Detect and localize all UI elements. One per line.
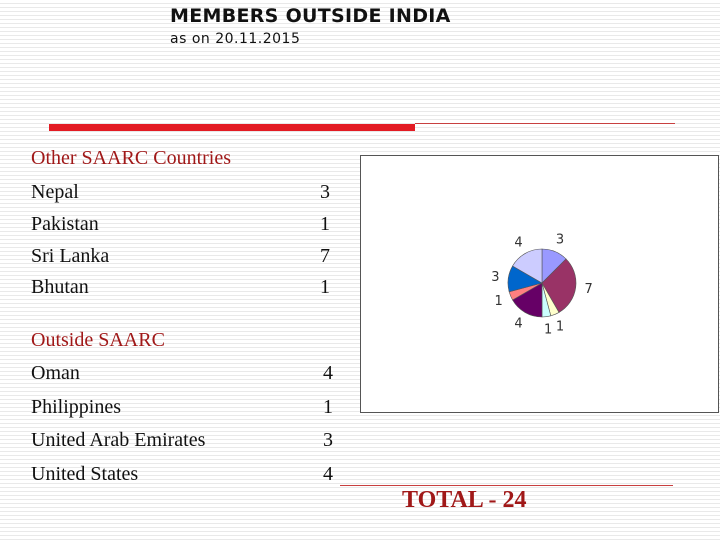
pie-slice-label: 4 — [514, 317, 522, 332]
table-row: Oman 4 — [31, 362, 351, 388]
member-count: 1 — [320, 213, 330, 235]
pie-slice-label: 7 — [584, 282, 592, 297]
pie-slice-label: 1 — [544, 323, 552, 338]
country-name: United Arab Emirates — [31, 429, 206, 451]
country-name: Nepal — [31, 181, 79, 203]
country-name: Bhutan — [31, 276, 89, 298]
member-count: 3 — [323, 429, 333, 451]
country-name: Sri Lanka — [31, 245, 110, 267]
outside-saarc-heading: Outside SAARC — [31, 329, 165, 351]
country-name: United States — [31, 463, 139, 485]
page-subtitle: as on 20.11.2015 — [170, 31, 301, 47]
member-count: 3 — [320, 181, 330, 203]
member-count: 1 — [323, 396, 333, 418]
pie-slice-label: 1 — [494, 294, 502, 309]
pie-slice — [541, 258, 577, 313]
country-name: Philippines — [31, 396, 122, 418]
bottom-divider-line — [340, 485, 673, 486]
table-row: Sri Lanka 7 — [31, 245, 351, 271]
table-row: United Arab Emirates 3 — [31, 429, 351, 455]
accent-bar — [49, 124, 415, 131]
table-row: Bhutan 1 — [31, 276, 351, 302]
country-name: Pakistan — [31, 213, 99, 235]
pie-slice-label: 1 — [556, 319, 564, 334]
member-count: 4 — [323, 463, 333, 485]
member-count: 4 — [323, 362, 333, 384]
member-count: 7 — [320, 245, 330, 267]
pie-slice — [512, 248, 543, 284]
pie-slice-label: 4 — [514, 235, 522, 250]
page-title: MEMBERS OUTSIDE INDIA — [170, 5, 451, 27]
pie-slice-label: 3 — [556, 233, 564, 248]
pie-slice-label: 3 — [491, 270, 499, 285]
table-row: United States 4 — [31, 463, 351, 489]
table-row: Pakistan 1 — [31, 213, 351, 239]
total-label: TOTAL - 24 — [402, 487, 527, 513]
table-row: Nepal 3 — [31, 181, 351, 207]
saarc-heading: Other SAARC Countries — [31, 147, 231, 169]
member-count: 1 — [320, 276, 330, 298]
country-name: Oman — [31, 362, 80, 384]
divider-line — [415, 123, 675, 124]
table-row: Philippines 1 — [31, 396, 351, 422]
